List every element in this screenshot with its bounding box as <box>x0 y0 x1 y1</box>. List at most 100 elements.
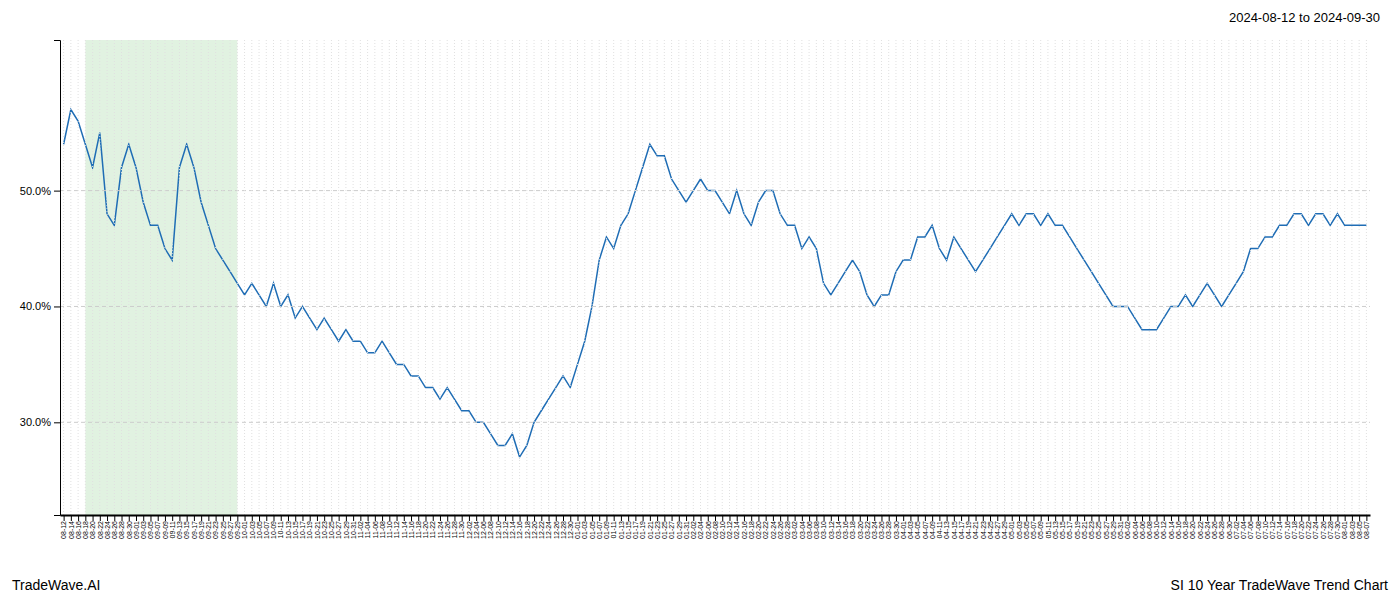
x-tick-label: 12-08 <box>487 521 494 539</box>
x-tick-mark <box>737 515 738 521</box>
grid-line-x <box>722 40 723 515</box>
x-tick-label: 10-01 <box>241 521 248 539</box>
x-tick: 07-30 <box>1334 515 1341 539</box>
grid-line-x <box>1047 40 1048 515</box>
x-tick-label: 09-05 <box>147 521 154 539</box>
grid-line-x <box>910 40 911 515</box>
x-tick-mark <box>534 515 535 521</box>
x-tick-label: 08-22 <box>97 521 104 539</box>
grid-line-x <box>135 40 136 515</box>
x-tick-label: 08-12 <box>60 521 67 539</box>
x-tick-mark <box>976 515 977 521</box>
x-tick-label: 05-01 <box>1008 521 1015 539</box>
x-tick-label: 02-12 <box>726 521 733 539</box>
x-tick: 02-02 <box>690 515 697 539</box>
x-tick-mark <box>346 515 347 521</box>
x-tick-mark <box>353 515 354 521</box>
x-tick-label: 01-07 <box>596 521 603 539</box>
grid-line-x <box>577 40 578 515</box>
grid-line-x <box>852 40 853 515</box>
grid-line-x <box>1055 40 1056 515</box>
x-tick-label: 06-28 <box>1218 521 1225 539</box>
x-tick-label: 04-29 <box>1001 521 1008 539</box>
x-tick-label: 01-23 <box>654 521 661 539</box>
grid-line-x <box>237 40 238 515</box>
grid-line-x <box>1265 40 1266 515</box>
x-tick: 11-28 <box>451 515 458 538</box>
grid-line-x <box>1170 40 1171 515</box>
x-tick: 09-23 <box>212 515 219 539</box>
x-tick-mark <box>1214 515 1215 521</box>
x-tick-label: 06-22 <box>1197 521 1204 539</box>
x-tick-mark <box>679 515 680 521</box>
grid-line-x <box>895 40 896 515</box>
x-tick-mark <box>375 515 376 521</box>
x-tick-mark <box>643 515 644 521</box>
grid-line-x <box>208 40 209 515</box>
x-tick: 12-14 <box>509 515 516 539</box>
grid-line-x <box>816 40 817 515</box>
x-tick: 02-20 <box>755 515 762 539</box>
x-tick: 07-14 <box>1276 515 1283 539</box>
x-tick-label: 08-18 <box>82 521 89 539</box>
x-tick-label: 05-11 <box>1045 521 1052 538</box>
x-tick-label: 08-24 <box>104 521 111 539</box>
x-tick: 09-07 <box>154 515 161 539</box>
x-tick-mark <box>729 515 730 521</box>
x-tick-label: 08-30 <box>125 521 132 539</box>
grid-line-x <box>99 40 100 515</box>
grid-line-x <box>809 40 810 515</box>
x-tick: 01-27 <box>668 515 675 539</box>
x-tick-mark <box>932 515 933 521</box>
x-tick-mark <box>476 515 477 521</box>
grid-line-x <box>360 40 361 515</box>
grid-line-x <box>1011 40 1012 515</box>
x-tick: 06-18 <box>1182 515 1189 539</box>
grid-line-x <box>1344 40 1345 515</box>
x-tick-mark <box>469 515 470 521</box>
x-tick: 04-23 <box>980 515 987 539</box>
grid-line-x <box>635 40 636 515</box>
x-tick-label: 03-08 <box>813 521 820 539</box>
x-tick-mark <box>845 515 846 521</box>
grid-line-x <box>787 40 788 515</box>
x-tick: 10-13 <box>285 515 292 539</box>
grid-line-x <box>1192 40 1193 515</box>
grid-line-x <box>411 40 412 515</box>
x-tick-label: 06-06 <box>1139 521 1146 539</box>
x-tick: 06-20 <box>1189 515 1196 539</box>
x-tick-mark <box>223 515 224 521</box>
x-tick-label: 12-18 <box>524 521 531 539</box>
x-tick: 03-02 <box>791 515 798 539</box>
x-tick-mark <box>1352 515 1353 521</box>
x-tick-label: 05-29 <box>1110 521 1117 539</box>
grid-line-x <box>1228 40 1229 515</box>
x-tick: 01-05 <box>589 515 596 539</box>
x-tick: 07-20 <box>1298 515 1305 539</box>
x-tick-mark <box>599 515 600 521</box>
grid-line-x <box>1301 40 1302 515</box>
x-tick-mark <box>1294 515 1295 521</box>
x-tick: 06-30 <box>1226 515 1233 539</box>
x-tick: 02-16 <box>741 515 748 539</box>
grid-line-x <box>924 40 925 515</box>
grid-line-x <box>584 40 585 515</box>
x-tick-label: 07-04 <box>1240 521 1247 539</box>
x-tick: 04-05 <box>914 515 921 539</box>
x-tick: 01-07 <box>596 515 603 539</box>
x-tick-mark <box>1048 515 1049 521</box>
x-tick: 03-28 <box>885 515 892 539</box>
x-tick: 10-09 <box>270 515 277 539</box>
x-tick-mark <box>1091 515 1092 521</box>
x-tick-label: 10-25 <box>328 521 335 539</box>
x-tick-mark <box>939 515 940 521</box>
x-tick-label: 04-17 <box>958 521 965 539</box>
x-tick: 05-27 <box>1103 515 1110 539</box>
x-tick: 05-21 <box>1081 515 1088 539</box>
x-tick-mark <box>766 515 767 521</box>
x-tick-mark <box>664 515 665 521</box>
x-tick: 08-28 <box>118 515 125 539</box>
plot: 08-1208-1408-1608-1808-2008-2208-2408-26… <box>20 40 1371 539</box>
x-tick: 04-13 <box>943 515 950 539</box>
x-tick-label: 02-08 <box>712 521 719 539</box>
